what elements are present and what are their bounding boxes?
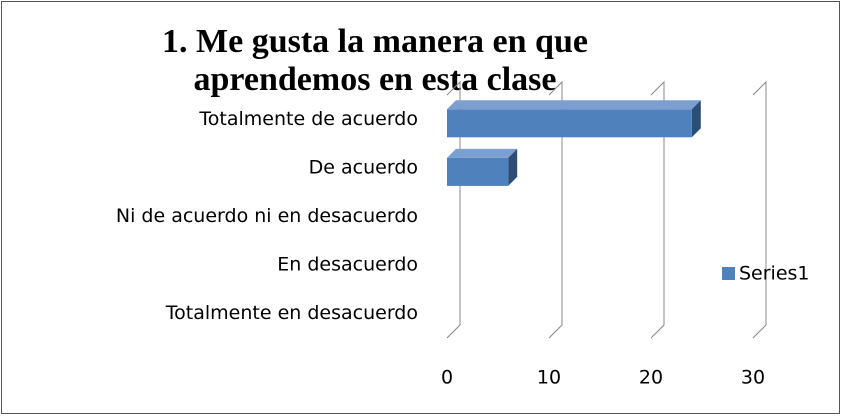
bar-face: [447, 109, 692, 138]
x-tick-label: 10: [537, 367, 561, 389]
x-tick-label: 20: [639, 367, 663, 389]
bar-face: [447, 100, 701, 110]
grid-line: [446, 80, 461, 339]
grid-line: [752, 80, 767, 339]
legend-swatch: [722, 267, 735, 280]
bar: [447, 100, 701, 138]
bar-face: [447, 157, 509, 186]
bar: [447, 148, 518, 186]
x-tick-label: 0: [441, 367, 453, 389]
grid-line: [548, 80, 563, 339]
chart-title: aprendemos en esta clase: [194, 61, 557, 98]
legend-label: Series1: [739, 263, 810, 285]
y-tick-label: De acuerdo: [309, 156, 418, 178]
y-tick-label: Totalmente de acuerdo: [198, 108, 418, 130]
chart-title: 1. Me gusta la manera en que: [162, 23, 588, 60]
x-tick-label: 30: [741, 367, 765, 389]
bar-face: [508, 148, 518, 186]
bar-face: [691, 100, 701, 138]
y-tick-label: En desacuerdo: [277, 254, 418, 276]
grid-line: [650, 80, 665, 339]
y-tick-label: Ni de acuerdo ni en desacuerdo: [116, 205, 418, 227]
bar-face: [447, 148, 518, 158]
y-tick-label: Totalmente en desacuerdo: [165, 302, 418, 324]
